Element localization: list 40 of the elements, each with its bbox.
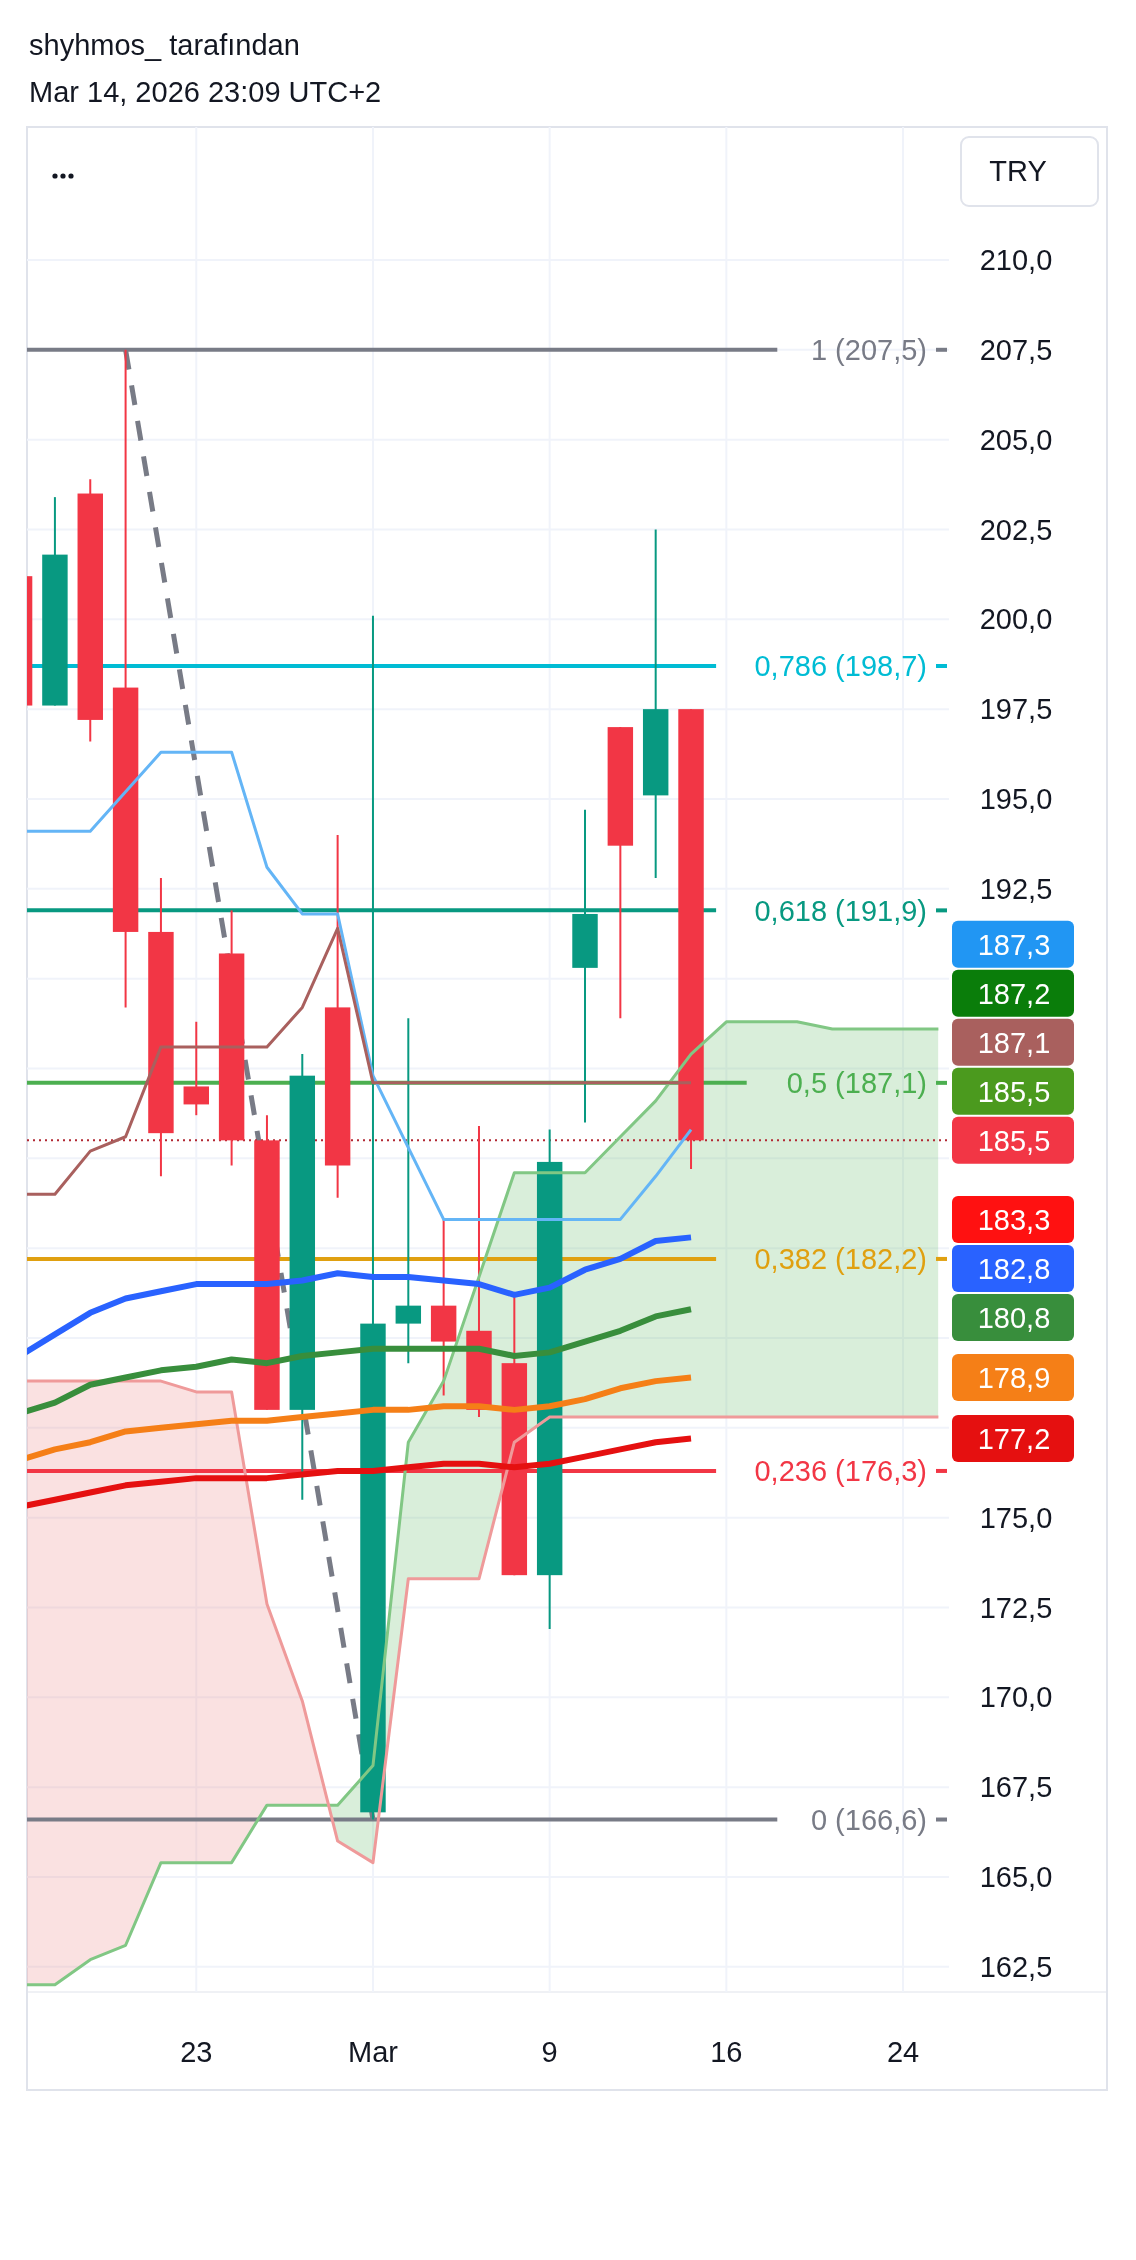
- y-tick-label: 175,0: [979, 1501, 1053, 1534]
- x-tick-label: 9: [541, 2036, 558, 2068]
- y-tick-label: 207,5: [979, 333, 1053, 366]
- x-tick-label: Mar: [347, 2036, 399, 2068]
- text: 183,3: [977, 1203, 1051, 1236]
- text: 185,5: [977, 1124, 1051, 1157]
- text: 178,9: [977, 1361, 1051, 1394]
- text: 182,8: [977, 1252, 1051, 1285]
- y-tick-label: 167,5: [979, 1771, 1053, 1804]
- ref-line-label: 0 (166,6): [810, 1803, 927, 1836]
- y-tick-label: 170,0: [979, 1681, 1053, 1714]
- text: 187,1: [977, 1026, 1051, 1059]
- y-tick-label: 197,5: [979, 693, 1053, 726]
- y-tick-label: 172,5: [979, 1591, 1053, 1624]
- text: 177,2: [977, 1422, 1051, 1455]
- y-tick-label: 165,0: [979, 1861, 1053, 1894]
- y-axis-title: TRY: [989, 155, 1047, 188]
- ref-line-label: 1 (207,5): [810, 333, 927, 366]
- ref-line-label: 0,618 (191,9): [754, 894, 927, 927]
- text: 185,5: [977, 1075, 1051, 1108]
- x-tick-label: 23: [180, 2036, 213, 2068]
- y-tick-label: 192,5: [979, 872, 1053, 905]
- x-tick-label: 24: [886, 2036, 920, 2068]
- y-tick-label: 210,0: [979, 244, 1053, 277]
- y-tick-label: 195,0: [979, 783, 1053, 816]
- text: 187,3: [977, 928, 1051, 961]
- y-tick-label: 200,0: [979, 603, 1053, 636]
- ref-line-label: 0,786 (198,7): [754, 650, 927, 683]
- y-tick-label: 162,5: [979, 1951, 1053, 1983]
- x-tick-label: 16: [710, 2036, 743, 2068]
- ref-line-label: 0,236 (176,3): [754, 1455, 927, 1488]
- candlestick: [395, 1017, 422, 1365]
- ref-line-label: 0,382 (182,2): [754, 1243, 927, 1276]
- text: 187,2: [977, 977, 1051, 1010]
- ref-line-label: 0,5 (187,1): [786, 1067, 927, 1100]
- y-tick-label: 202,5: [979, 513, 1053, 546]
- text: 180,8: [977, 1301, 1051, 1334]
- y-tick-label: 205,0: [979, 423, 1053, 456]
- chart-subtitle: Mar 14, 2026 23:09 UTC+2: [29, 76, 382, 108]
- chart-title: shyhmos_ tarafından: [29, 29, 300, 61]
